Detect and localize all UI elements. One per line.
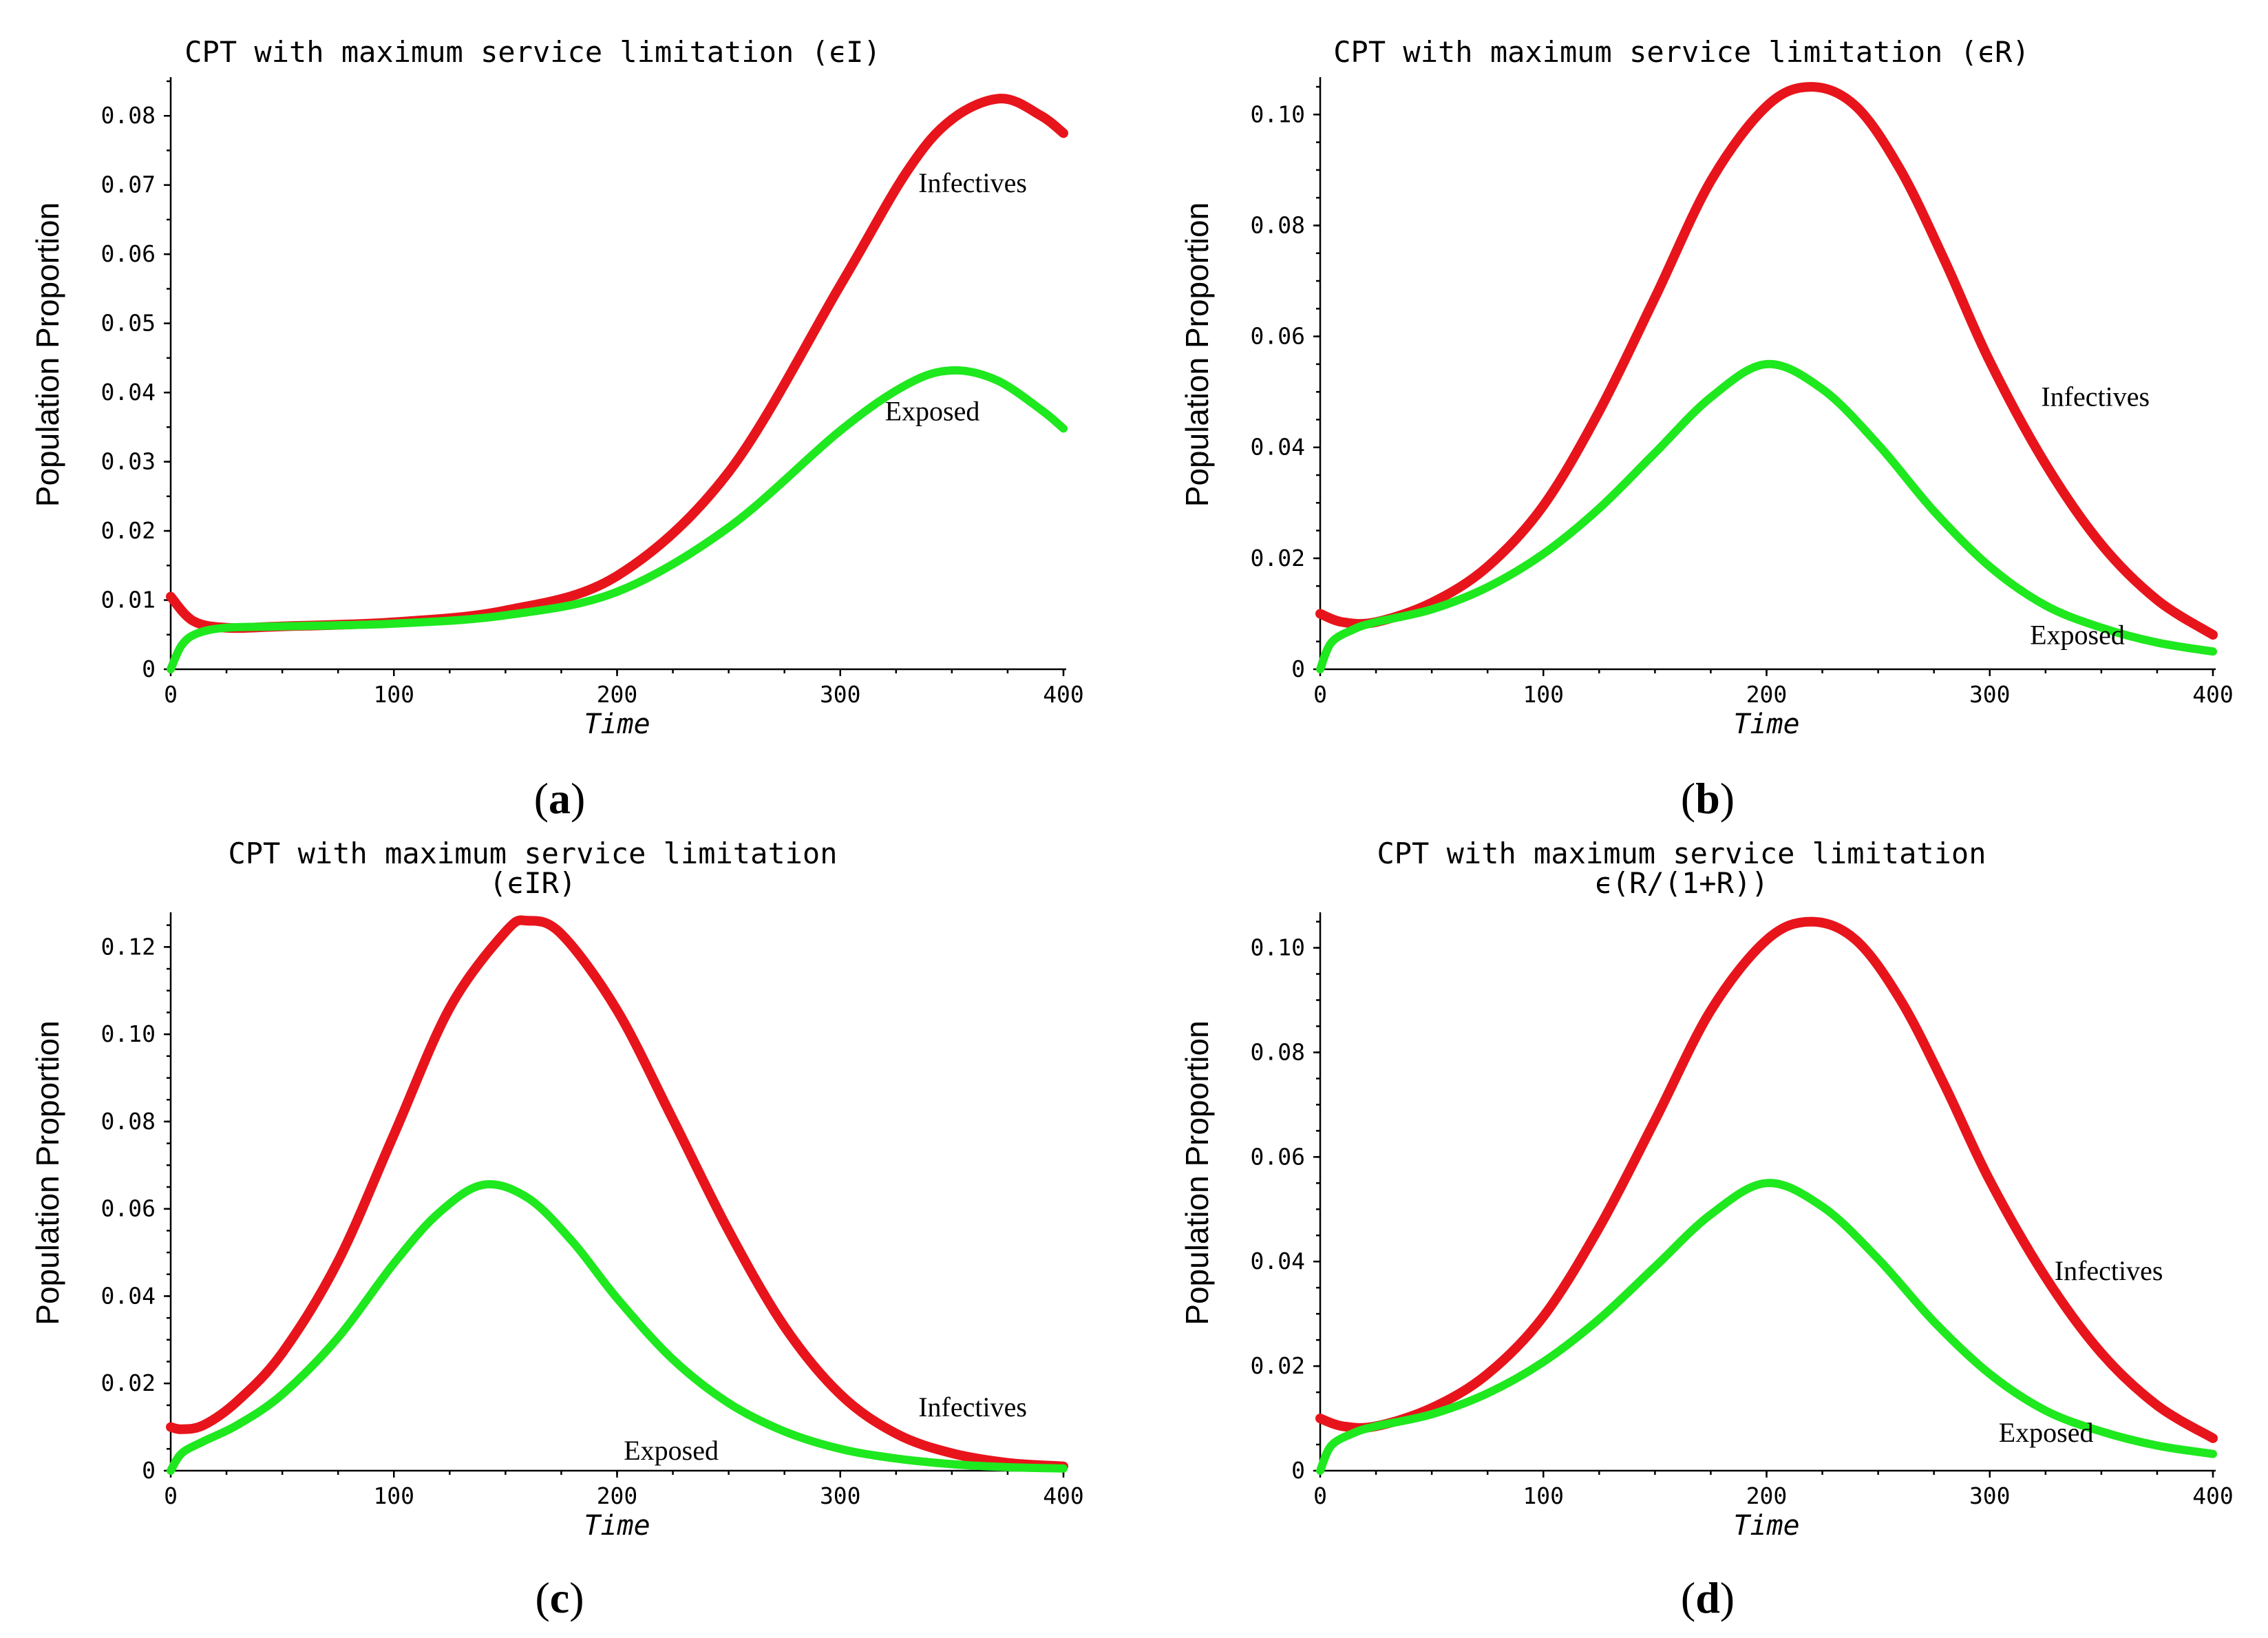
chart-title: CPT with maximum service limitation: [228, 837, 837, 870]
panel-letter-text: d: [1695, 1573, 1720, 1622]
chart-panels: CPT with maximum service limitation (ϵI)…: [30, 35, 2234, 1622]
panel-letter: (d): [1681, 1573, 1735, 1622]
series-label-infectives: Infectives: [918, 167, 1027, 198]
series-line-exposed: [167, 366, 1068, 673]
x-tick-label: 400: [2192, 1482, 2234, 1509]
y-tick-label: 0.06: [1251, 323, 1305, 350]
series-line-exposed: [1316, 359, 2217, 673]
series-line-infectives: [166, 915, 1068, 1471]
y-tick-label: 0.10: [1251, 934, 1305, 961]
series-label-exposed: Exposed: [885, 395, 980, 426]
chart-panel-a: CPT with maximum service limitation (ϵI)…: [30, 35, 1084, 823]
y-axis-label: Population Proportion: [1179, 202, 1215, 507]
y-tick-label: 0.03: [101, 448, 156, 475]
chart-title: CPT with maximum service limitation (ϵR): [1333, 35, 2029, 69]
y-tick-label: 0.02: [1251, 1352, 1305, 1379]
x-tick-label: 200: [1746, 1482, 1788, 1509]
series-line-infectives: [1315, 82, 2218, 640]
chart-panel-c: CPT with maximum service limitation(ϵIR)…: [30, 837, 1084, 1622]
y-axis-label: Population Proportion: [30, 202, 65, 507]
series-label-infectives: Infectives: [2041, 381, 2150, 412]
series-line-exposed: [1316, 1179, 2217, 1475]
y-tick-label: 0.06: [1251, 1143, 1305, 1170]
y-tick-label: 0.02: [101, 517, 156, 544]
chart-panel-d: CPT with maximum service limitationϵ(R/(…: [1179, 837, 2234, 1622]
y-tick-label: 0.01: [101, 587, 156, 613]
x-tick-label: 300: [820, 681, 861, 708]
y-tick-label: 0.04: [1251, 1248, 1305, 1274]
x-axis-label: Time: [1733, 1510, 1799, 1542]
y-tick-label: 0.07: [101, 171, 156, 198]
panel-letter-text: b: [1695, 774, 1720, 823]
x-tick-label: 400: [1043, 681, 1084, 708]
x-tick-label: 400: [2192, 681, 2234, 708]
chart-title: CPT with maximum service limitation: [1377, 837, 1986, 870]
panel-letter: (b): [1681, 774, 1735, 823]
x-tick-label: 0: [164, 681, 178, 708]
chart-title-line2: ϵ(R/(1+R)): [1595, 866, 1769, 900]
y-tick-label: 0.06: [101, 1195, 156, 1222]
y-tick-label: 0.10: [1251, 101, 1305, 127]
y-tick-label: 0: [142, 655, 156, 682]
y-tick-label: 0.04: [1251, 434, 1305, 461]
x-tick-label: 200: [597, 1482, 638, 1509]
y-axis-label: Population Proportion: [1179, 1020, 1215, 1325]
x-tick-label: 0: [1313, 1482, 1327, 1509]
y-tick-label: 0.06: [101, 240, 156, 267]
panel-letter-text: c: [550, 1573, 569, 1622]
series-label-exposed: Exposed: [624, 1435, 719, 1466]
x-tick-label: 300: [1969, 1482, 2011, 1509]
x-axis-label: Time: [584, 1510, 650, 1542]
y-tick-label: 0: [1291, 655, 1305, 682]
panel-letter-text: a: [549, 774, 571, 823]
y-tick-label: 0.04: [101, 1282, 156, 1309]
y-tick-label: 0.08: [101, 1108, 156, 1135]
x-axis-label: Time: [1733, 708, 1799, 740]
y-tick-label: 0.05: [101, 310, 156, 337]
x-tick-label: 0: [1313, 681, 1327, 708]
chart-title-line2: (ϵIR): [489, 866, 576, 900]
x-tick-label: 200: [1746, 681, 1788, 708]
panel-letter: (c): [535, 1573, 584, 1622]
x-axis-label: Time: [584, 708, 650, 740]
y-tick-label: 0.02: [101, 1369, 156, 1396]
y-tick-label: 0: [142, 1457, 156, 1484]
x-tick-label: 200: [597, 681, 638, 708]
series-label-exposed: Exposed: [2030, 620, 2125, 651]
x-tick-label: 100: [1523, 681, 1564, 708]
y-tick-label: 0: [1291, 1457, 1305, 1484]
series-line-infectives: [1315, 916, 2218, 1443]
x-tick-label: 300: [820, 1482, 861, 1509]
x-tick-label: 100: [1523, 1482, 1564, 1509]
series-line-exposed: [167, 1180, 1068, 1475]
series-label-exposed: Exposed: [1999, 1417, 2094, 1448]
x-tick-label: 400: [1043, 1482, 1084, 1509]
y-tick-label: 0.04: [101, 379, 156, 406]
x-tick-label: 100: [373, 1482, 414, 1509]
x-tick-label: 0: [164, 1482, 178, 1509]
chart-title: CPT with maximum service limitation (ϵI): [184, 35, 880, 69]
y-tick-label: 0.12: [101, 933, 156, 960]
x-tick-label: 300: [1969, 681, 2011, 708]
series-label-infectives: Infectives: [918, 1392, 1027, 1422]
y-tick-label: 0.08: [101, 102, 156, 129]
y-tick-label: 0.08: [1251, 1038, 1305, 1065]
y-tick-label: 0.08: [1251, 211, 1305, 238]
chart-panel-b: CPT with maximum service limitation (ϵR)…: [1179, 35, 2234, 823]
y-axis-label: Population Proportion: [30, 1020, 65, 1325]
x-tick-label: 100: [373, 681, 414, 708]
y-tick-label: 0.10: [101, 1020, 156, 1047]
series-label-infectives: Infectives: [2055, 1255, 2163, 1286]
panel-letter: (a): [534, 774, 586, 823]
y-tick-label: 0.02: [1251, 545, 1305, 571]
